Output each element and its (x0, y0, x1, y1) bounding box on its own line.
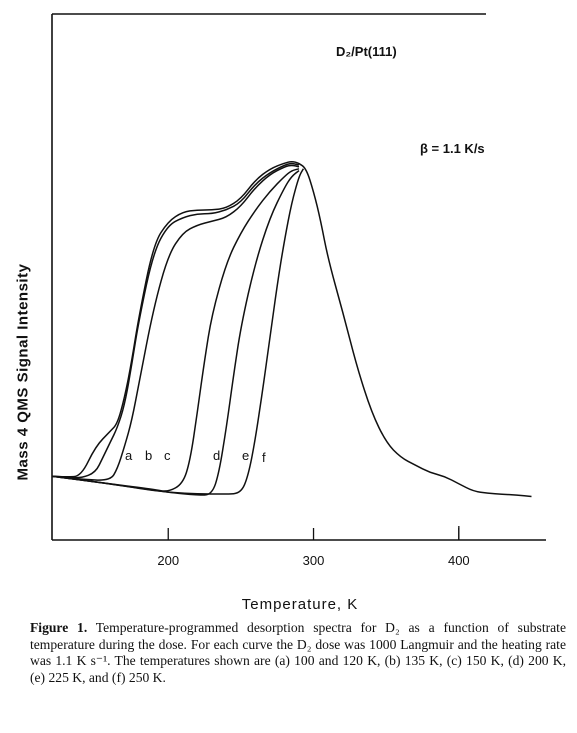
x-ticks: 200 300 400 (157, 526, 470, 568)
curve-a (51, 161, 532, 498)
x-axis-label: Temperature, K (241, 596, 359, 613)
figure-caption: Figure 1. Temperature-programmed desorpt… (30, 620, 566, 686)
curve-label-a: a (125, 448, 133, 463)
caption-text: Temperature-programmed desorption spectr… (30, 620, 566, 685)
curve-e (51, 170, 300, 496)
curve-label-c: c (164, 448, 171, 463)
curve-label-e: e (242, 448, 249, 463)
curve-label-b: b (145, 448, 152, 463)
x-tick-label: 300 (303, 553, 325, 568)
curve-label-d: d (213, 448, 220, 463)
caption-label: Figure 1. (30, 620, 88, 635)
curve-label-f: f (262, 450, 266, 465)
curve-b (51, 162, 300, 479)
curve-f (51, 168, 305, 495)
x-tick-label: 400 (448, 553, 470, 568)
axes (51, 13, 546, 541)
curves (51, 161, 532, 498)
curve-c (51, 164, 300, 481)
heating-rate-annotation: β = 1.1 K/s (420, 141, 485, 156)
system-annotation: D₂/Pt(111) (336, 44, 397, 59)
x-tick-label: 200 (157, 553, 179, 568)
y-axis-label: Mass 4 QMS Signal Intensity (14, 263, 32, 481)
